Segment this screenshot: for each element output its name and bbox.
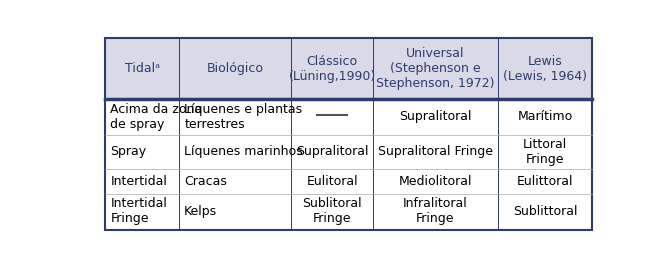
Bar <box>291 194 373 228</box>
Bar <box>498 38 592 99</box>
Bar <box>373 38 498 99</box>
Bar <box>291 135 373 169</box>
Bar <box>498 169 592 194</box>
Bar <box>105 194 179 228</box>
Text: Acima da zona
de spray: Acima da zona de spray <box>111 103 203 131</box>
Bar <box>498 194 592 228</box>
Text: Intertidal
Fringe: Intertidal Fringe <box>111 197 167 225</box>
Bar <box>498 99 592 135</box>
Bar <box>179 135 291 169</box>
Text: Biológico: Biológico <box>207 62 264 75</box>
Text: Líquenes marinhos: Líquenes marinhos <box>184 145 303 158</box>
Bar <box>105 169 179 194</box>
Text: Mediolitoral: Mediolitoral <box>399 175 472 188</box>
Bar <box>373 99 498 135</box>
Bar <box>498 135 592 169</box>
Bar <box>291 169 373 194</box>
Text: Eulitoral: Eulitoral <box>307 175 358 188</box>
Text: Tidalᵃ: Tidalᵃ <box>124 62 160 75</box>
Text: Sublitoral
Fringe: Sublitoral Fringe <box>302 197 362 225</box>
Text: Cracas: Cracas <box>184 175 227 188</box>
Bar <box>179 194 291 228</box>
Text: Universal
(Stephenson e
Stephenson, 1972): Universal (Stephenson e Stephenson, 1972… <box>376 47 495 90</box>
Text: Supralitoral Fringe: Supralitoral Fringe <box>378 145 493 158</box>
Bar <box>179 38 291 99</box>
Text: Sublittoral: Sublittoral <box>513 205 577 218</box>
Text: Supralitoral: Supralitoral <box>399 110 472 123</box>
Text: Clássico
(Lüning,1990): Clássico (Lüning,1990) <box>288 54 376 83</box>
Bar <box>291 38 373 99</box>
Text: Supralitoral: Supralitoral <box>296 145 368 158</box>
Bar <box>179 169 291 194</box>
Text: Kelps: Kelps <box>184 205 217 218</box>
Bar <box>373 169 498 194</box>
Bar <box>105 135 179 169</box>
Bar <box>105 38 179 99</box>
Text: Infralitoral
Fringe: Infralitoral Fringe <box>403 197 468 225</box>
Text: Spray: Spray <box>111 145 147 158</box>
Text: Marítimo: Marítimo <box>517 110 572 123</box>
Bar <box>373 194 498 228</box>
Bar <box>105 99 179 135</box>
Bar <box>373 135 498 169</box>
Text: Littoral
Fringe: Littoral Fringe <box>523 138 567 166</box>
Bar <box>291 99 373 135</box>
Text: Líquenes e plantas
terrestres: Líquenes e plantas terrestres <box>184 103 303 131</box>
Bar <box>179 99 291 135</box>
Text: Intertidal: Intertidal <box>111 175 167 188</box>
Text: Eulittoral: Eulittoral <box>517 175 573 188</box>
Text: Lewis
(Lewis, 1964): Lewis (Lewis, 1964) <box>503 54 587 83</box>
